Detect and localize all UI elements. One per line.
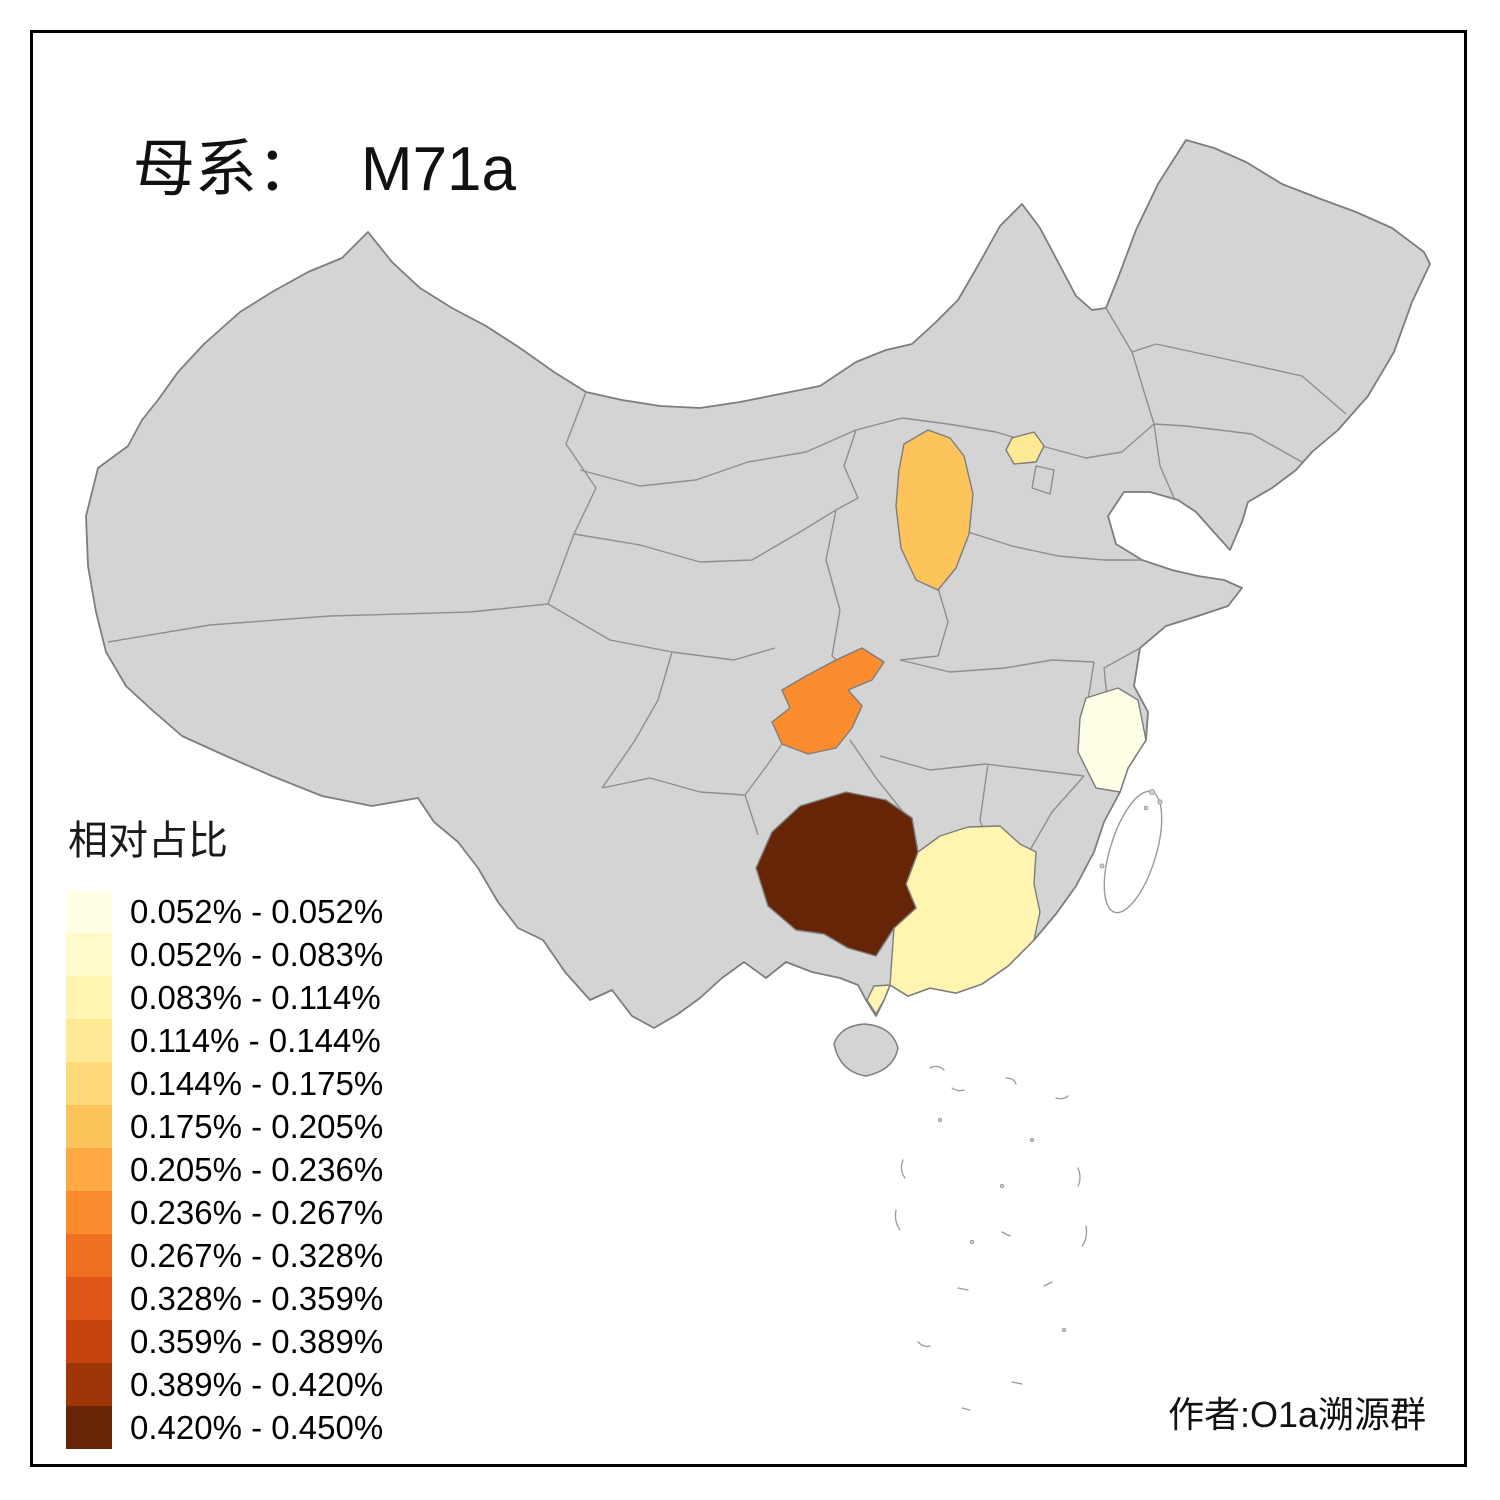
legend-item: 0.052% - 0.052% [66, 890, 383, 933]
legend-item: 0.175% - 0.205% [66, 1105, 383, 1148]
legend-swatch [66, 976, 112, 1019]
author-credit: 作者:O1a溯源群 [1167, 1394, 1426, 1435]
legend-swatch [66, 1406, 112, 1449]
legend-title: 相对占比 [68, 819, 228, 863]
legend-label: 0.144% - 0.175% [130, 1064, 384, 1102]
region-beijing [1005, 431, 1045, 465]
legend-label: 0.175% - 0.205% [130, 1107, 384, 1145]
region-guangxi [755, 791, 919, 957]
legend-label: 0.052% - 0.052% [130, 892, 384, 930]
region-shanxi [895, 429, 974, 591]
legend: 相对占比 0.052% - 0.052% 0.052% - 0.083% 0.0… [66, 808, 383, 1449]
legend-item: 0.389% - 0.420% [66, 1363, 383, 1406]
legend-label: 0.359% - 0.389% [130, 1322, 384, 1360]
legend-swatch [66, 1062, 112, 1105]
legend-item: 0.114% - 0.144% [66, 1019, 383, 1062]
legend-item: 0.420% - 0.450% [66, 1406, 383, 1449]
legend-label: 0.052% - 0.083% [130, 935, 384, 973]
legend-swatch [66, 1191, 112, 1234]
title-label: 母系： [132, 135, 319, 205]
legend-label: 0.205% - 0.236% [130, 1150, 384, 1188]
legend-item: 0.205% - 0.236% [66, 1148, 383, 1191]
legend-swatch [66, 1019, 112, 1062]
legend-label: 0.420% - 0.450% [130, 1408, 384, 1446]
legend-swatch [66, 1277, 112, 1320]
legend-swatch [66, 933, 112, 976]
legend-item: 0.359% - 0.389% [66, 1320, 383, 1363]
legend-swatch [66, 1320, 112, 1363]
legend-item: 0.083% - 0.114% [66, 976, 383, 1019]
legend-label: 0.114% - 0.144% [130, 1021, 381, 1059]
region-chongqing [771, 647, 885, 755]
legend-label: 0.083% - 0.114% [130, 978, 381, 1016]
title-haplogroup: M71a [360, 135, 517, 205]
legend-item: 0.328% - 0.359% [66, 1277, 383, 1320]
hainan-island [833, 1023, 899, 1077]
legend-swatch [66, 890, 112, 933]
china-mainland [85, 139, 1431, 1029]
legend-label: 0.236% - 0.267% [130, 1193, 384, 1231]
legend-item: 0.267% - 0.328% [66, 1234, 383, 1277]
province-borders [107, 307, 1347, 875]
legend-item: 0.144% - 0.175% [66, 1062, 383, 1105]
legend-label: 0.267% - 0.328% [130, 1236, 384, 1274]
region-zhejiang [1077, 687, 1147, 793]
legend-item: 0.236% - 0.267% [66, 1191, 383, 1234]
legend-swatch [66, 1234, 112, 1277]
page-title: 母系： M71a [64, 68, 516, 273]
coastal-islands [1099, 789, 1163, 869]
legend-swatch [66, 1148, 112, 1191]
south-china-sea-islands [894, 1065, 1088, 1411]
legend-label: 0.328% - 0.359% [130, 1279, 384, 1317]
legend-label: 0.389% - 0.420% [130, 1365, 384, 1403]
legend-swatch [66, 1363, 112, 1406]
legend-swatch [66, 1105, 112, 1148]
legend-item: 0.052% - 0.083% [66, 933, 383, 976]
